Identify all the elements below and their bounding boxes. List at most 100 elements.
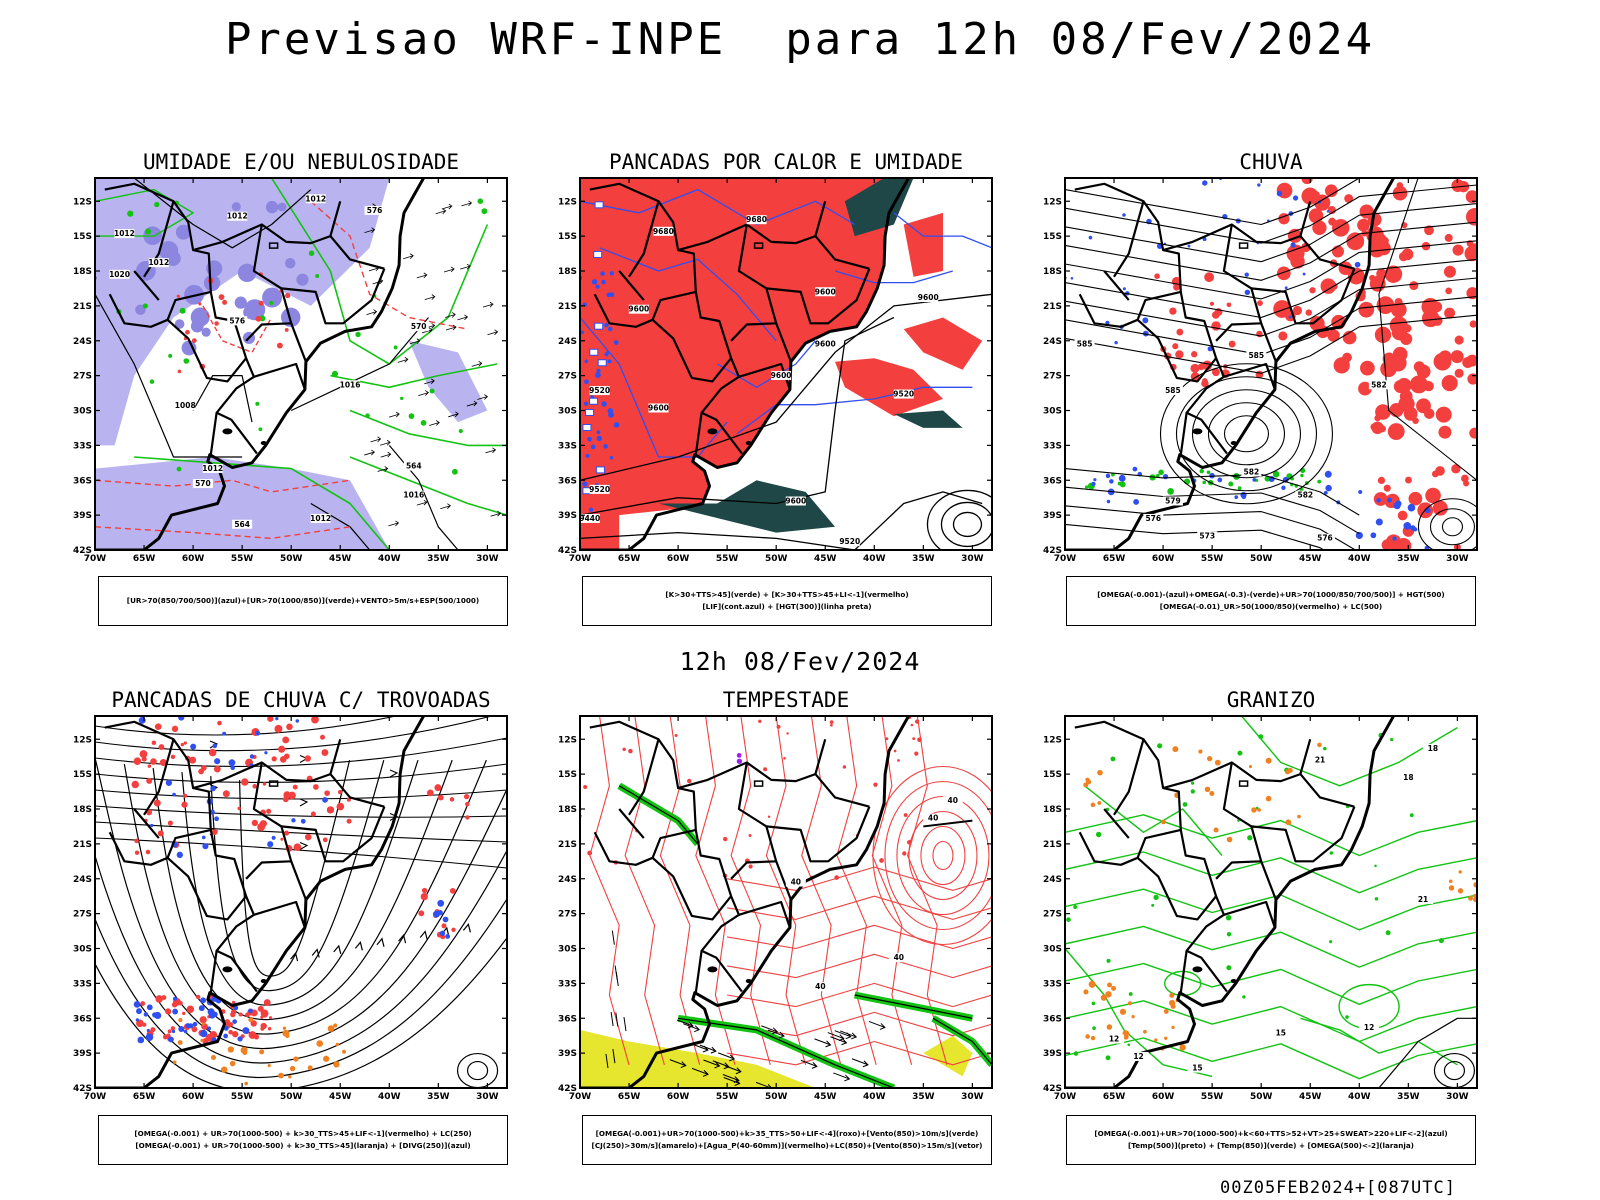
thunderstorm-red-dot xyxy=(418,910,425,917)
divergence-blue-dot xyxy=(136,1008,142,1015)
temp850-contour-fragment xyxy=(1390,737,1394,742)
wind-vector xyxy=(683,1023,701,1033)
map-panel: GRANIZO 18 21 18 21 15 12 12 15 12 12S 15S 18S 21S 24S… xyxy=(1043,688,1515,1168)
divergence-blue-dot xyxy=(146,1004,153,1011)
wind-vector xyxy=(691,1067,709,1077)
convection-orange-dot xyxy=(240,1046,248,1054)
streamline-arrow xyxy=(290,951,299,962)
omega500-orange-dot xyxy=(1265,757,1272,764)
humidity-low-level-dot xyxy=(393,345,398,350)
wind-vector xyxy=(487,329,499,336)
rain-fill-red xyxy=(1398,395,1415,413)
temp850-contour-fragment xyxy=(1153,894,1159,901)
thunderstorm-red-dot xyxy=(162,1034,169,1040)
thickness-dash xyxy=(285,292,291,299)
contour-label: 1016 xyxy=(340,380,361,389)
rain-fill-red xyxy=(1176,328,1184,336)
humidity-core xyxy=(234,296,247,309)
lon-tick-label: 65W xyxy=(1103,554,1126,564)
omega500-orange-dot xyxy=(1257,808,1261,812)
contour-label: 585 xyxy=(1248,351,1264,360)
water-vapour-fragment xyxy=(830,723,833,727)
rain-fill-red xyxy=(1286,244,1305,263)
divergence-blue-dot xyxy=(228,759,236,767)
omega500-orange-dot xyxy=(1213,827,1219,833)
thunderstorm-red-dot xyxy=(322,837,328,843)
divergence-blue-dot xyxy=(150,823,154,828)
contour-label: 576 xyxy=(1145,514,1161,523)
divergence-blue-dot xyxy=(214,758,221,765)
contour-label: 9600 xyxy=(771,371,792,380)
lat-tick-label: 15S xyxy=(73,770,92,780)
lat-tick-label: 33S xyxy=(1043,979,1062,989)
contour-label: 9600 xyxy=(815,340,836,349)
temp850-contour-fragment xyxy=(1225,914,1232,921)
legend-line: [LIF](cont.azul) + [HGT(300)](linha pret… xyxy=(702,602,872,611)
divergence-blue-dot xyxy=(135,1018,139,1022)
lon-tick-label: 60W xyxy=(667,554,690,564)
humidity-low-level-dot xyxy=(255,401,260,406)
omega-green-dot xyxy=(1199,468,1204,474)
contour-line xyxy=(932,840,954,871)
omega-blue-dot xyxy=(1132,466,1138,472)
streamline xyxy=(95,897,507,1078)
lif-contour-fragment xyxy=(609,455,614,460)
lon-tick-label: 70W xyxy=(1054,1092,1077,1102)
thunderstorm-red-dot xyxy=(228,1029,234,1035)
omega500-orange-dot xyxy=(1251,807,1257,813)
temp850-contour-fragment xyxy=(1329,940,1333,944)
contour-line xyxy=(1065,296,1477,356)
divergence-blue-dot xyxy=(202,843,209,850)
lon-tick-label: 55W xyxy=(716,1092,739,1102)
wind-vector xyxy=(366,309,378,315)
omega500-orange-dot xyxy=(1097,769,1103,776)
wind-vector xyxy=(418,390,429,396)
lon-tick-label: 40W xyxy=(378,1092,401,1102)
convection-orange-dot xyxy=(289,1065,296,1072)
thunderstorm-red-dot xyxy=(134,838,139,844)
contour-line xyxy=(1065,1000,1477,1043)
thunderstorm-red-dot xyxy=(346,818,352,824)
thunderstorm-red-dot xyxy=(151,740,157,745)
omega-green-dot xyxy=(1202,480,1207,485)
rain-fill-red xyxy=(1201,379,1209,388)
contour-line xyxy=(1175,376,1318,492)
streamline-arrow xyxy=(311,948,320,958)
thunderstorm-red-dot xyxy=(230,1011,236,1018)
rain-fill-red xyxy=(1387,423,1405,440)
contour-line xyxy=(920,825,966,886)
lif-contour-fragment xyxy=(613,340,619,345)
omega-green-dot xyxy=(1084,485,1089,489)
thunderstorm-red-dot xyxy=(324,790,330,796)
rain-fill-red xyxy=(1305,309,1312,316)
contour-label: 1012 xyxy=(305,194,326,203)
divergence-blue-dot xyxy=(442,916,449,923)
coastline-and-borders xyxy=(580,716,910,1088)
thunderstorm-red-dot xyxy=(195,994,201,1000)
contour-line xyxy=(736,386,973,435)
thunderstorm-red-dot xyxy=(183,793,188,798)
rain-fill-red xyxy=(1467,243,1477,260)
omega500-orange-dot xyxy=(1085,777,1090,782)
omega-blue-dot xyxy=(1241,494,1247,500)
thickness-dash xyxy=(185,329,190,335)
rain-fill-red xyxy=(1376,240,1391,256)
omega-blue-dot xyxy=(1207,346,1213,352)
omega-blue-dot xyxy=(1326,210,1330,213)
thunderstorm-red-dot xyxy=(283,753,290,760)
humidity-low-level-dot xyxy=(481,208,488,215)
lat-tick-label: 39S xyxy=(73,511,92,521)
omega500-orange-dot xyxy=(1172,746,1179,753)
rain-fill-red xyxy=(1443,265,1456,278)
thunderstorm-red-dot xyxy=(310,811,316,817)
omega-blue-dot xyxy=(1142,317,1149,324)
lon-tick-label: 30W xyxy=(1446,1092,1469,1102)
rain-fill-red xyxy=(1228,340,1236,348)
wind-vector xyxy=(611,930,615,945)
coastline-and-borders xyxy=(95,716,425,1088)
thunderstorm-red-dot xyxy=(133,757,142,765)
rain-fill-red xyxy=(1409,375,1428,394)
rain-fill-red xyxy=(1416,364,1431,379)
omega-blue-dot xyxy=(1091,481,1096,487)
